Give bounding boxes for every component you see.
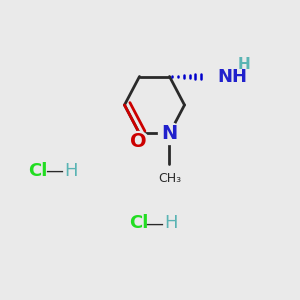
Text: H: H: [64, 162, 78, 180]
Text: Cl: Cl: [129, 214, 148, 232]
Text: NH: NH: [218, 68, 248, 85]
Text: H: H: [164, 214, 178, 232]
Text: Cl: Cl: [28, 162, 48, 180]
Point: [136, 140, 140, 144]
Text: —: —: [146, 214, 164, 232]
Text: O: O: [130, 132, 146, 152]
Text: —: —: [45, 162, 63, 180]
Text: CH₃: CH₃: [158, 172, 181, 185]
Text: H: H: [238, 57, 251, 72]
Point: [167, 131, 172, 136]
Text: N: N: [161, 124, 178, 143]
